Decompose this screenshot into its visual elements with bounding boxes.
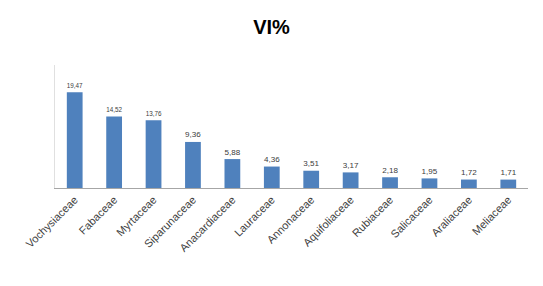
svg-text:Fabaceae: Fabaceae [76,194,119,237]
svg-text:Myrtaceae: Myrtaceae [114,194,159,239]
svg-text:4,36: 4,36 [264,155,280,164]
svg-text:VI%: VI% [253,16,290,38]
svg-text:Meliaceae: Meliaceae [470,194,514,238]
svg-text:Salicaceae: Salicaceae [388,194,435,241]
svg-text:14,52: 14,52 [106,106,122,113]
svg-text:Anacardiaceae: Anacardiaceae [177,194,237,254]
svg-text:1,71: 1,71 [500,168,516,177]
svg-text:2,18: 2,18 [382,166,398,175]
svg-text:Vochysiaceae: Vochysiaceae [24,194,80,250]
svg-text:Araliaceae: Araliaceae [429,194,474,239]
svg-text:3,17: 3,17 [343,161,359,170]
svg-text:Aquifoliaceae: Aquifoliaceae [301,194,356,249]
svg-text:19,47: 19,47 [67,82,83,89]
svg-text:13,76: 13,76 [146,110,162,117]
svg-text:3,51: 3,51 [303,159,319,168]
svg-text:1,95: 1,95 [422,167,438,176]
svg-text:9,36: 9,36 [185,130,201,139]
svg-text:1,72: 1,72 [461,168,477,177]
svg-text:Rubiaceae: Rubiaceae [350,194,396,240]
svg-text:Lauraceae: Lauraceae [232,194,277,239]
svg-text:5,88: 5,88 [225,148,241,157]
svg-text:Siparunaceae: Siparunaceae [142,194,198,250]
svg-text:Annonaceae: Annonaceae [264,194,316,246]
